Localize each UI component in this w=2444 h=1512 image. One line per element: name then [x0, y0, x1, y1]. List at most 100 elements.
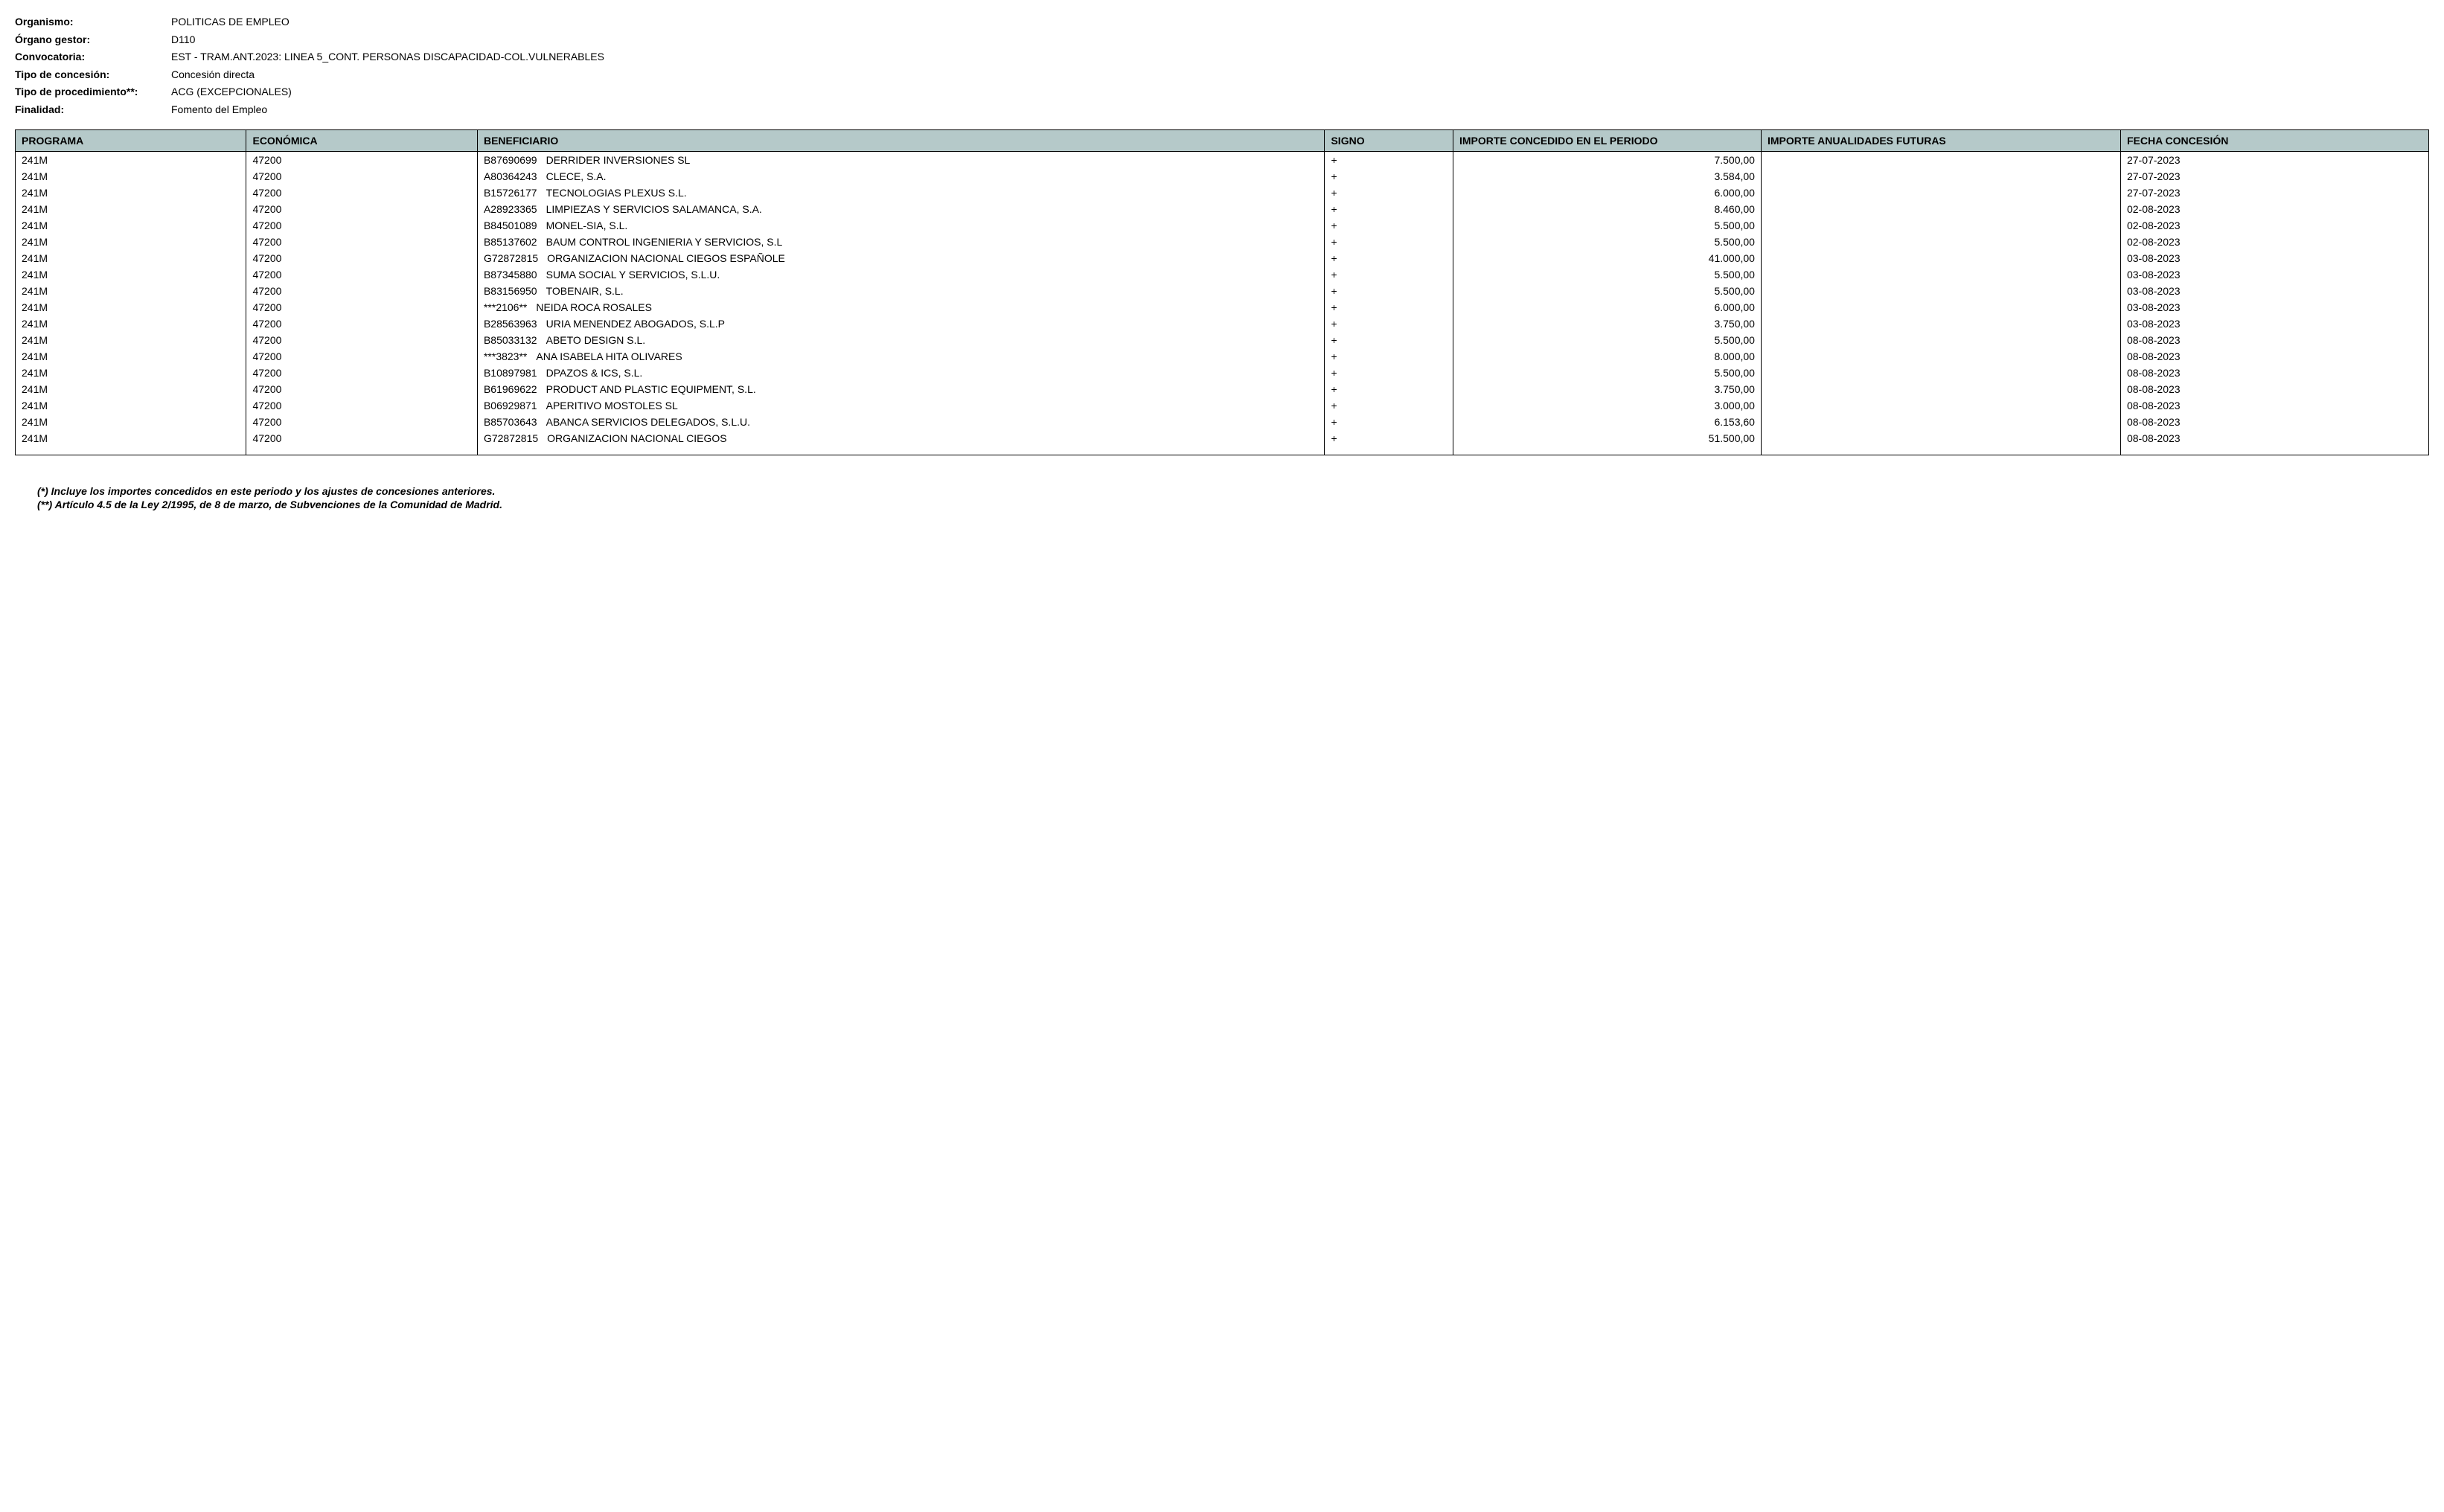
- table-row: 241M47200B84501089MONEL-SIA, S.L.+5.500,…: [16, 217, 2429, 234]
- footnotes: (*) Incluye los importes concedidos en e…: [37, 485, 2429, 510]
- col-header-beneficiario: BENEFICIARIO: [477, 129, 1325, 151]
- cell-importe-futuras: [1761, 315, 2120, 332]
- cell-fecha: 27-07-2023: [2120, 151, 2428, 168]
- col-header-importe-futuras: IMPORTE ANUALIDADES FUTURAS: [1761, 129, 2120, 151]
- cell-economica: 47200: [246, 414, 477, 430]
- cell-beneficiario: A28923365 LIMPIEZAS Y SERVICIOS SALAMANCA…: [477, 201, 1325, 217]
- cell-importe-periodo: 8.000,00: [1453, 348, 1761, 365]
- label-convocatoria: Convocatoria:: [15, 50, 171, 65]
- cell-importe-periodo: 7.500,00: [1453, 151, 1761, 168]
- cell-economica: 47200: [246, 283, 477, 299]
- cell-beneficiario: G72872815 ORGANIZACION NACIONAL CIEGOS: [477, 430, 1325, 455]
- beneficiario-id: G72872815: [484, 432, 538, 444]
- beneficiario-name: TOBENAIR, S.L.: [546, 285, 1319, 297]
- cell-programa: 241M: [16, 266, 246, 283]
- table-row: 241M47200B85033132ABETO DESIGN S.L.+5.50…: [16, 332, 2429, 348]
- cell-programa: 241M: [16, 250, 246, 266]
- cell-programa: 241M: [16, 168, 246, 185]
- cell-importe-periodo: 3.584,00: [1453, 168, 1761, 185]
- beneficiario-id: B85033132: [484, 334, 537, 346]
- beneficiario-name: APERITIVO MOSTOLES SL: [546, 400, 1319, 411]
- cell-importe-futuras: [1761, 430, 2120, 455]
- cell-economica: 47200: [246, 299, 477, 315]
- header-block: Organismo: POLITICAS DE EMPLEO Órgano ge…: [15, 15, 2429, 118]
- cell-programa: 241M: [16, 299, 246, 315]
- cell-fecha: 08-08-2023: [2120, 348, 2428, 365]
- beneficiario-id: B28563963: [484, 318, 537, 330]
- beneficiario-name: PRODUCT AND PLASTIC EQUIPMENT, S.L.: [546, 383, 1319, 395]
- footnote-2: (**) Artículo 4.5 de la Ley 2/1995, de 8…: [37, 499, 2429, 510]
- cell-signo: +: [1325, 381, 1453, 397]
- cell-beneficiario: ***3823** ANA ISABELA HITA OLIVARES: [477, 348, 1325, 365]
- beneficiario-id: B06929871: [484, 400, 537, 411]
- beneficiario-id: A28923365: [484, 203, 537, 215]
- cell-beneficiario: A80364243CLECE, S.A.: [477, 168, 1325, 185]
- value-organismo: POLITICAS DE EMPLEO: [171, 15, 2429, 30]
- header-row-organismo: Organismo: POLITICAS DE EMPLEO: [15, 15, 2429, 30]
- cell-importe-periodo: 3.000,00: [1453, 397, 1761, 414]
- cell-importe-futuras: [1761, 234, 2120, 250]
- col-header-programa: PROGRAMA: [16, 129, 246, 151]
- cell-fecha: 08-08-2023: [2120, 365, 2428, 381]
- header-row-finalidad: Finalidad: Fomento del Empleo: [15, 103, 2429, 118]
- cell-economica: 47200: [246, 315, 477, 332]
- header-row-organo-gestor: Órgano gestor: D110: [15, 33, 2429, 48]
- beneficiario-id: B87690699: [484, 154, 537, 166]
- beneficiario-id: B85137602: [484, 236, 537, 248]
- label-organismo: Organismo:: [15, 15, 171, 30]
- header-row-convocatoria: Convocatoria: EST - TRAM.ANT.2023: LINEA…: [15, 50, 2429, 65]
- col-header-economica: ECONÓMICA: [246, 129, 477, 151]
- cell-importe-periodo: 6.153,60: [1453, 414, 1761, 430]
- cell-beneficiario: ***2106**NEIDA ROCA ROSALES: [477, 299, 1325, 315]
- cell-beneficiario: G72872815ORGANIZACION NACIONAL CIEGOS ES…: [477, 250, 1325, 266]
- cell-signo: +: [1325, 185, 1453, 201]
- cell-fecha: 27-07-2023: [2120, 168, 2428, 185]
- table-row: 241M47200B85703643ABANCA SERVICIOS DELEG…: [16, 414, 2429, 430]
- cell-importe-futuras: [1761, 201, 2120, 217]
- value-convocatoria: EST - TRAM.ANT.2023: LINEA 5_CONT. PERSO…: [171, 50, 2429, 65]
- cell-signo: +: [1325, 365, 1453, 381]
- cell-economica: 47200: [246, 430, 477, 455]
- cell-fecha: 03-08-2023: [2120, 250, 2428, 266]
- cell-signo: +: [1325, 266, 1453, 283]
- cell-economica: 47200: [246, 250, 477, 266]
- header-row-tipo-concesion: Tipo de concesión: Concesión directa: [15, 68, 2429, 83]
- cell-economica: 47200: [246, 348, 477, 365]
- beneficiario-id: ***3823**: [484, 350, 527, 362]
- cell-programa: 241M: [16, 185, 246, 201]
- cell-importe-futuras: [1761, 151, 2120, 168]
- table-row: 241M47200B85137602BAUM CONTROL INGENIERI…: [16, 234, 2429, 250]
- table-row: 241M47200***2106**NEIDA ROCA ROSALES+6.0…: [16, 299, 2429, 315]
- cell-programa: 241M: [16, 283, 246, 299]
- beneficiario-name: ORGANIZACION NACIONAL CIEGOS: [547, 432, 1318, 444]
- table-row: 241M47200B83156950TOBENAIR, S.L.+5.500,0…: [16, 283, 2429, 299]
- cell-importe-periodo: 5.500,00: [1453, 234, 1761, 250]
- table-row: 241M47200B10897981DPAZOS & ICS, S.L.+5.5…: [16, 365, 2429, 381]
- cell-importe-periodo: 5.500,00: [1453, 283, 1761, 299]
- cell-economica: 47200: [246, 332, 477, 348]
- cell-importe-periodo: 6.000,00: [1453, 299, 1761, 315]
- cell-importe-futuras: [1761, 283, 2120, 299]
- cell-importe-periodo: 3.750,00: [1453, 381, 1761, 397]
- table-body: 241M47200B87690699DERRIDER INVERSIONES S…: [16, 151, 2429, 455]
- cell-programa: 241M: [16, 151, 246, 168]
- cell-importe-periodo: 5.500,00: [1453, 266, 1761, 283]
- cell-programa: 241M: [16, 332, 246, 348]
- value-finalidad: Fomento del Empleo: [171, 103, 2429, 118]
- cell-beneficiario: B61969622PRODUCT AND PLASTIC EQUIPMENT, …: [477, 381, 1325, 397]
- beneficiario-id: B85703643: [484, 416, 537, 428]
- beneficiario-name: ANA ISABELA HITA OLIVARES: [536, 350, 1318, 362]
- cell-fecha: 03-08-2023: [2120, 315, 2428, 332]
- cell-programa: 241M: [16, 430, 246, 455]
- cell-fecha: 27-07-2023: [2120, 185, 2428, 201]
- beneficiario-name: MONEL-SIA, S.L.: [546, 220, 1319, 231]
- cell-importe-periodo: 8.460,00: [1453, 201, 1761, 217]
- cell-importe-futuras: [1761, 332, 2120, 348]
- cell-beneficiario: B83156950TOBENAIR, S.L.: [477, 283, 1325, 299]
- cell-importe-periodo: 51.500,00: [1453, 430, 1761, 455]
- table-header-row: PROGRAMA ECONÓMICA BENEFICIARIO SIGNO IM…: [16, 129, 2429, 151]
- label-tipo-concesion: Tipo de concesión:: [15, 68, 171, 83]
- beneficiario-name: LIMPIEZAS Y SERVICIOS SALAMANCA, S.A.: [546, 203, 1319, 215]
- cell-fecha: 03-08-2023: [2120, 283, 2428, 299]
- label-tipo-procedimiento: Tipo de procedimiento**:: [15, 85, 171, 100]
